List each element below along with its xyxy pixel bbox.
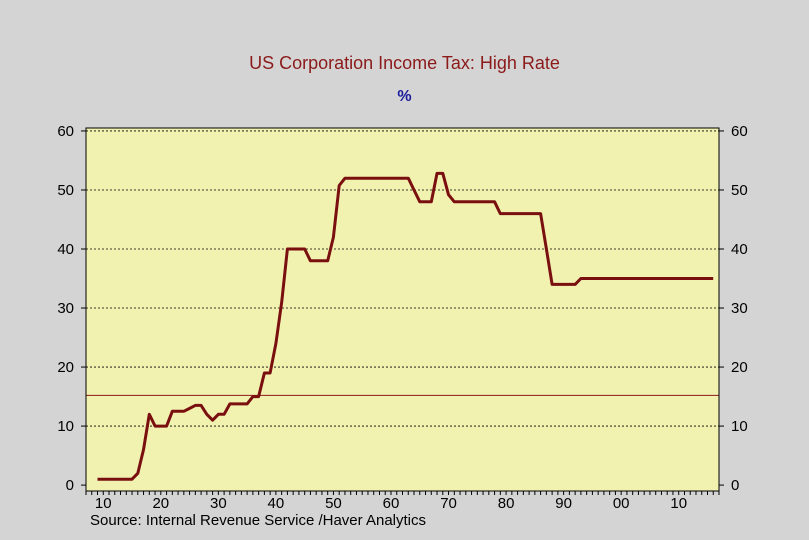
x-tick-label: 70 (440, 495, 457, 512)
source-note: Source: Internal Revenue Service /Haver … (90, 512, 426, 529)
y-tick-label-left: 40 (57, 241, 74, 258)
x-tick-label: 10 (95, 495, 112, 512)
chart-subtitle: % (397, 88, 412, 105)
x-tick-label: 80 (498, 495, 515, 512)
x-tick-label: 40 (268, 495, 285, 512)
x-tick-label: 90 (555, 495, 572, 512)
y-tick-label-right: 30 (731, 300, 748, 317)
y-tick-label-right: 40 (731, 241, 748, 258)
y-tick-label-left: 0 (66, 477, 74, 494)
y-axis-left: 0 10 20 30 40 50 60 (57, 123, 86, 494)
y-tick-label-right: 0 (731, 477, 739, 494)
x-tick-label: 20 (152, 495, 169, 512)
series-line (97, 171, 714, 481)
y-tick-label-right: 20 (731, 359, 748, 376)
x-tick-label: 60 (383, 495, 400, 512)
y-tick-label-left: 10 (57, 418, 74, 435)
y-tick-label-left: 30 (57, 300, 74, 317)
y-tick-label-left: 60 (57, 123, 74, 140)
x-tick-label: 00 (613, 495, 630, 512)
y-tick-label-right: 10 (731, 418, 748, 435)
y-tick-label-right: 60 (731, 123, 748, 140)
y-tick-label-right: 50 (731, 182, 748, 199)
x-tick-label: 50 (325, 495, 342, 512)
x-tick-label: 10 (670, 495, 687, 512)
gridlines (86, 130, 719, 427)
x-axis: 10 20 30 40 50 60 70 80 90 00 10 (85, 491, 720, 512)
chart-title: US Corporation Income Tax: High Rate (249, 53, 560, 73)
y-axis-right: 0 10 20 30 40 50 60 (719, 123, 748, 494)
y-tick-label-left: 50 (57, 182, 74, 199)
x-tick-label: 30 (210, 495, 227, 512)
y-tick-label-left: 20 (57, 359, 74, 376)
plot-background (86, 128, 719, 491)
